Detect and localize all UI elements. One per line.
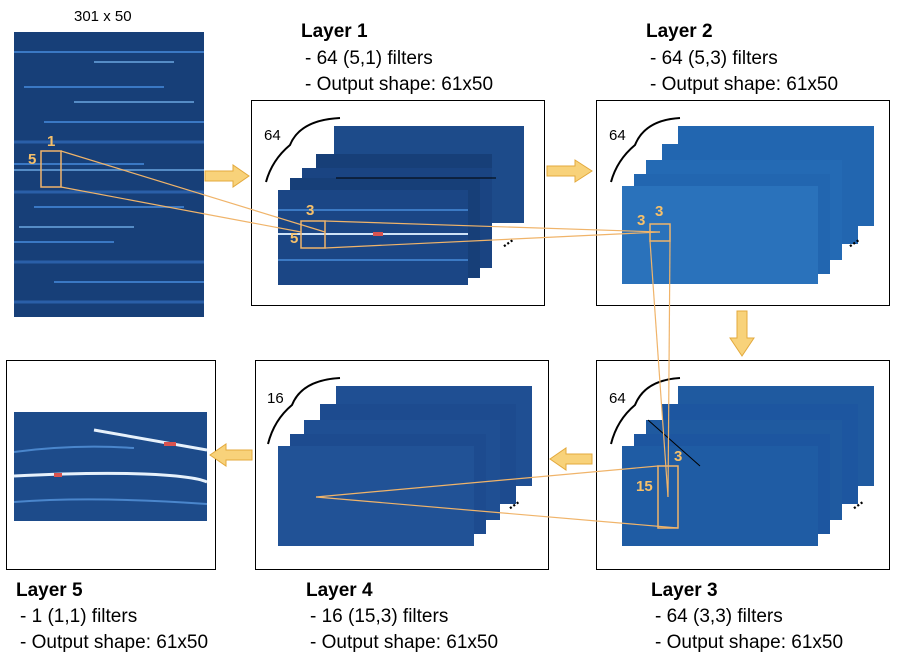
layer4-output: - Output shape: 61x50 bbox=[310, 632, 499, 653]
layer5-title: Layer 5 bbox=[16, 580, 83, 601]
layer5-output-map bbox=[14, 412, 207, 521]
input-kernel-w: 1 bbox=[47, 133, 56, 150]
layer1-stack bbox=[276, 124, 536, 294]
arrow-layer4-to-layer5 bbox=[209, 443, 253, 467]
layer3-output: - Output shape: 61x50 bbox=[655, 632, 844, 653]
layer3-kernel-w: 3 bbox=[674, 448, 683, 465]
layer1-count-label: 64 bbox=[264, 127, 281, 144]
layer1-title: Layer 1 bbox=[301, 21, 368, 42]
layer4-stack bbox=[270, 384, 540, 554]
layer2-filters: - 64 (5,3) filters bbox=[650, 48, 778, 69]
layer5-output: - Output shape: 61x50 bbox=[20, 632, 209, 653]
layer2-kernel-w: 3 bbox=[655, 203, 664, 220]
layer1-front-streaks bbox=[278, 209, 468, 261]
layer5-filters: - 1 (1,1) filters bbox=[20, 606, 138, 627]
layer3-stack bbox=[606, 384, 880, 554]
input-size-label: 301 x 50 bbox=[74, 8, 132, 25]
arrow-layer3-to-layer4 bbox=[549, 447, 593, 471]
layer2-output: - Output shape: 61x50 bbox=[650, 74, 839, 95]
input-kernel-h: 5 bbox=[28, 151, 37, 168]
input-heatmap-streaks bbox=[14, 51, 204, 304]
layer2-count-label: 64 bbox=[609, 127, 626, 144]
layer2-kernel-h: 3 bbox=[637, 212, 646, 229]
layer3-count-label: 64 bbox=[609, 390, 626, 407]
layer4-title: Layer 4 bbox=[306, 580, 373, 601]
arrow-layer1-to-layer2 bbox=[546, 159, 593, 183]
layer1-kernel-h: 5 bbox=[290, 230, 299, 247]
layer1-filters: - 64 (5,1) filters bbox=[305, 48, 433, 69]
layer1-kernel-w: 3 bbox=[306, 202, 315, 219]
layer5-output-streaks bbox=[14, 428, 207, 505]
layer3-title: Layer 3 bbox=[651, 580, 718, 601]
layer3-filters: - 64 (3,3) filters bbox=[655, 606, 783, 627]
arrow-layer2-to-layer3 bbox=[729, 310, 755, 357]
layer4-filters: - 16 (15,3) filters bbox=[310, 606, 449, 627]
layer4-count-label: 16 bbox=[267, 390, 284, 407]
input-heatmap bbox=[14, 32, 204, 317]
arrow-input-to-layer1 bbox=[204, 164, 250, 188]
layer1-output: - Output shape: 61x50 bbox=[305, 74, 494, 95]
layer2-title: Layer 2 bbox=[646, 21, 713, 42]
layer3-kernel-h: 15 bbox=[636, 478, 653, 495]
